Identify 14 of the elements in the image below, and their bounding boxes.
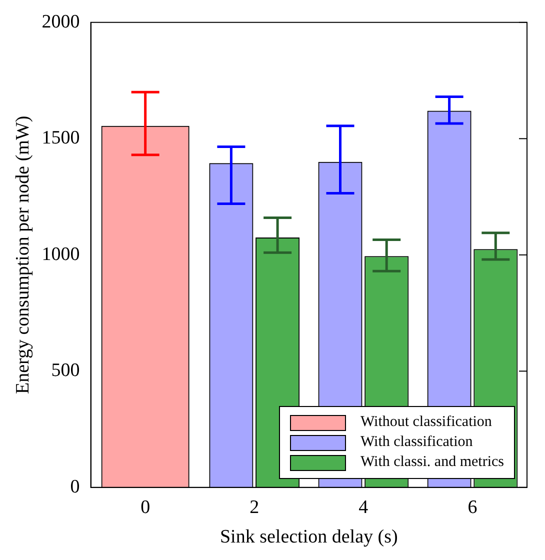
- y-tick-label: 1000: [42, 244, 80, 265]
- y-tick-label: 1500: [42, 128, 80, 149]
- x-tick-label: 2: [250, 496, 260, 518]
- x-axis-title: Sink selection delay (s): [220, 526, 398, 548]
- y-tick-label: 0: [70, 476, 80, 498]
- x-tick-label: 6: [468, 496, 478, 518]
- x-tick-label: 4: [358, 496, 369, 518]
- y-tick-label: 2000: [42, 11, 80, 32]
- legend-label: Without classification: [360, 414, 492, 431]
- legend-label: With classification: [360, 434, 473, 451]
- y-tick-label: 500: [51, 360, 80, 382]
- legend-label: With classi. and metrics: [360, 454, 504, 471]
- y-axis-title: Energy consumption per node (mW): [12, 116, 34, 394]
- x-tick-label: 0: [140, 496, 150, 518]
